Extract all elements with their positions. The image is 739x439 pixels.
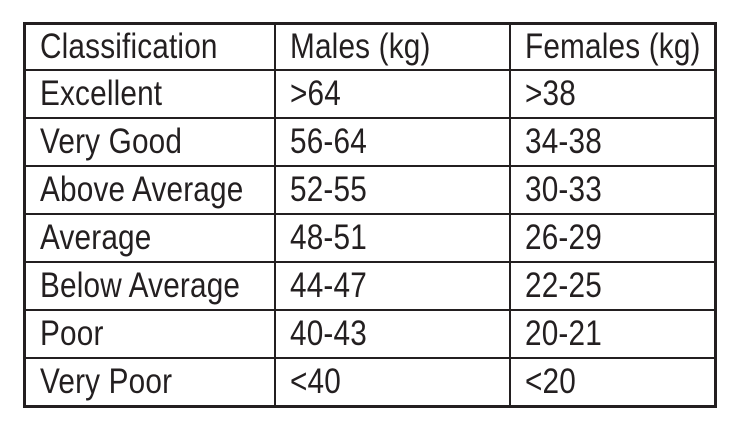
cell-text: 34-38 bbox=[524, 122, 602, 161]
table-cell: Average bbox=[23, 213, 276, 263]
table-cell: Above Average bbox=[23, 165, 276, 215]
table-cell: >64 bbox=[273, 69, 511, 119]
column-header-label: Males (kg) bbox=[289, 27, 431, 66]
table-cell: 56-64 bbox=[273, 117, 511, 167]
column-header-males: Males (kg) bbox=[273, 22, 511, 71]
cell-text: <20 bbox=[524, 362, 576, 401]
table-cell: >38 bbox=[508, 69, 717, 119]
column-header-classification: Classification bbox=[23, 22, 276, 71]
table-cell: Very Good bbox=[23, 117, 276, 167]
cell-text: Very Good bbox=[40, 122, 183, 161]
table-header-row: Classification Males (kg) Females (kg) bbox=[23, 22, 717, 71]
table-cell: 26-29 bbox=[508, 213, 717, 263]
cell-text: 48-51 bbox=[289, 218, 367, 257]
table-cell: 30-33 bbox=[508, 165, 717, 215]
table-row-very-poor: Very Poor <40 <20 bbox=[23, 357, 717, 408]
cell-text: 56-64 bbox=[289, 122, 367, 161]
classification-table: Classification Males (kg) Females (kg) E… bbox=[23, 22, 717, 408]
cell-text: Below Average bbox=[40, 266, 241, 305]
cell-text: Above Average bbox=[40, 170, 244, 209]
table-cell: 44-47 bbox=[273, 261, 511, 311]
cell-text: 52-55 bbox=[289, 170, 367, 209]
table-row-excellent: Excellent >64 >38 bbox=[23, 69, 717, 119]
cell-text: Poor bbox=[40, 314, 104, 353]
cell-text: <40 bbox=[289, 362, 341, 401]
cell-text: 44-47 bbox=[289, 266, 367, 305]
table-row-below-average: Below Average 44-47 22-25 bbox=[23, 261, 717, 311]
table-cell: Poor bbox=[23, 309, 276, 359]
table-cell: 34-38 bbox=[508, 117, 717, 167]
cell-text: 20-21 bbox=[524, 314, 602, 353]
table-cell: 20-21 bbox=[508, 309, 717, 359]
cell-text: 40-43 bbox=[289, 314, 367, 353]
table-cell: Below Average bbox=[23, 261, 276, 311]
cell-text: 22-25 bbox=[524, 266, 602, 305]
table-cell: 40-43 bbox=[273, 309, 511, 359]
table-row-above-average: Above Average 52-55 30-33 bbox=[23, 165, 717, 215]
cell-text: Very Poor bbox=[40, 362, 173, 401]
table-row-very-good: Very Good 56-64 34-38 bbox=[23, 117, 717, 167]
cell-text: >64 bbox=[289, 74, 341, 113]
cell-text: Excellent bbox=[40, 74, 163, 113]
table-cell: 52-55 bbox=[273, 165, 511, 215]
table-row-poor: Poor 40-43 20-21 bbox=[23, 309, 717, 359]
table-cell: <20 bbox=[508, 357, 717, 408]
column-header-females: Females (kg) bbox=[508, 22, 717, 71]
table-cell: 22-25 bbox=[508, 261, 717, 311]
table-cell: <40 bbox=[273, 357, 511, 408]
table-cell: Very Poor bbox=[23, 357, 276, 408]
table-cell: 48-51 bbox=[273, 213, 511, 263]
column-header-label: Classification bbox=[40, 27, 218, 66]
cell-text: >38 bbox=[524, 74, 576, 113]
cell-text: 30-33 bbox=[524, 170, 602, 209]
table-cell: Excellent bbox=[23, 69, 276, 119]
table-row-average: Average 48-51 26-29 bbox=[23, 213, 717, 263]
cell-text: Average bbox=[40, 218, 152, 257]
column-header-label: Females (kg) bbox=[524, 27, 701, 66]
cell-text: 26-29 bbox=[524, 218, 602, 257]
